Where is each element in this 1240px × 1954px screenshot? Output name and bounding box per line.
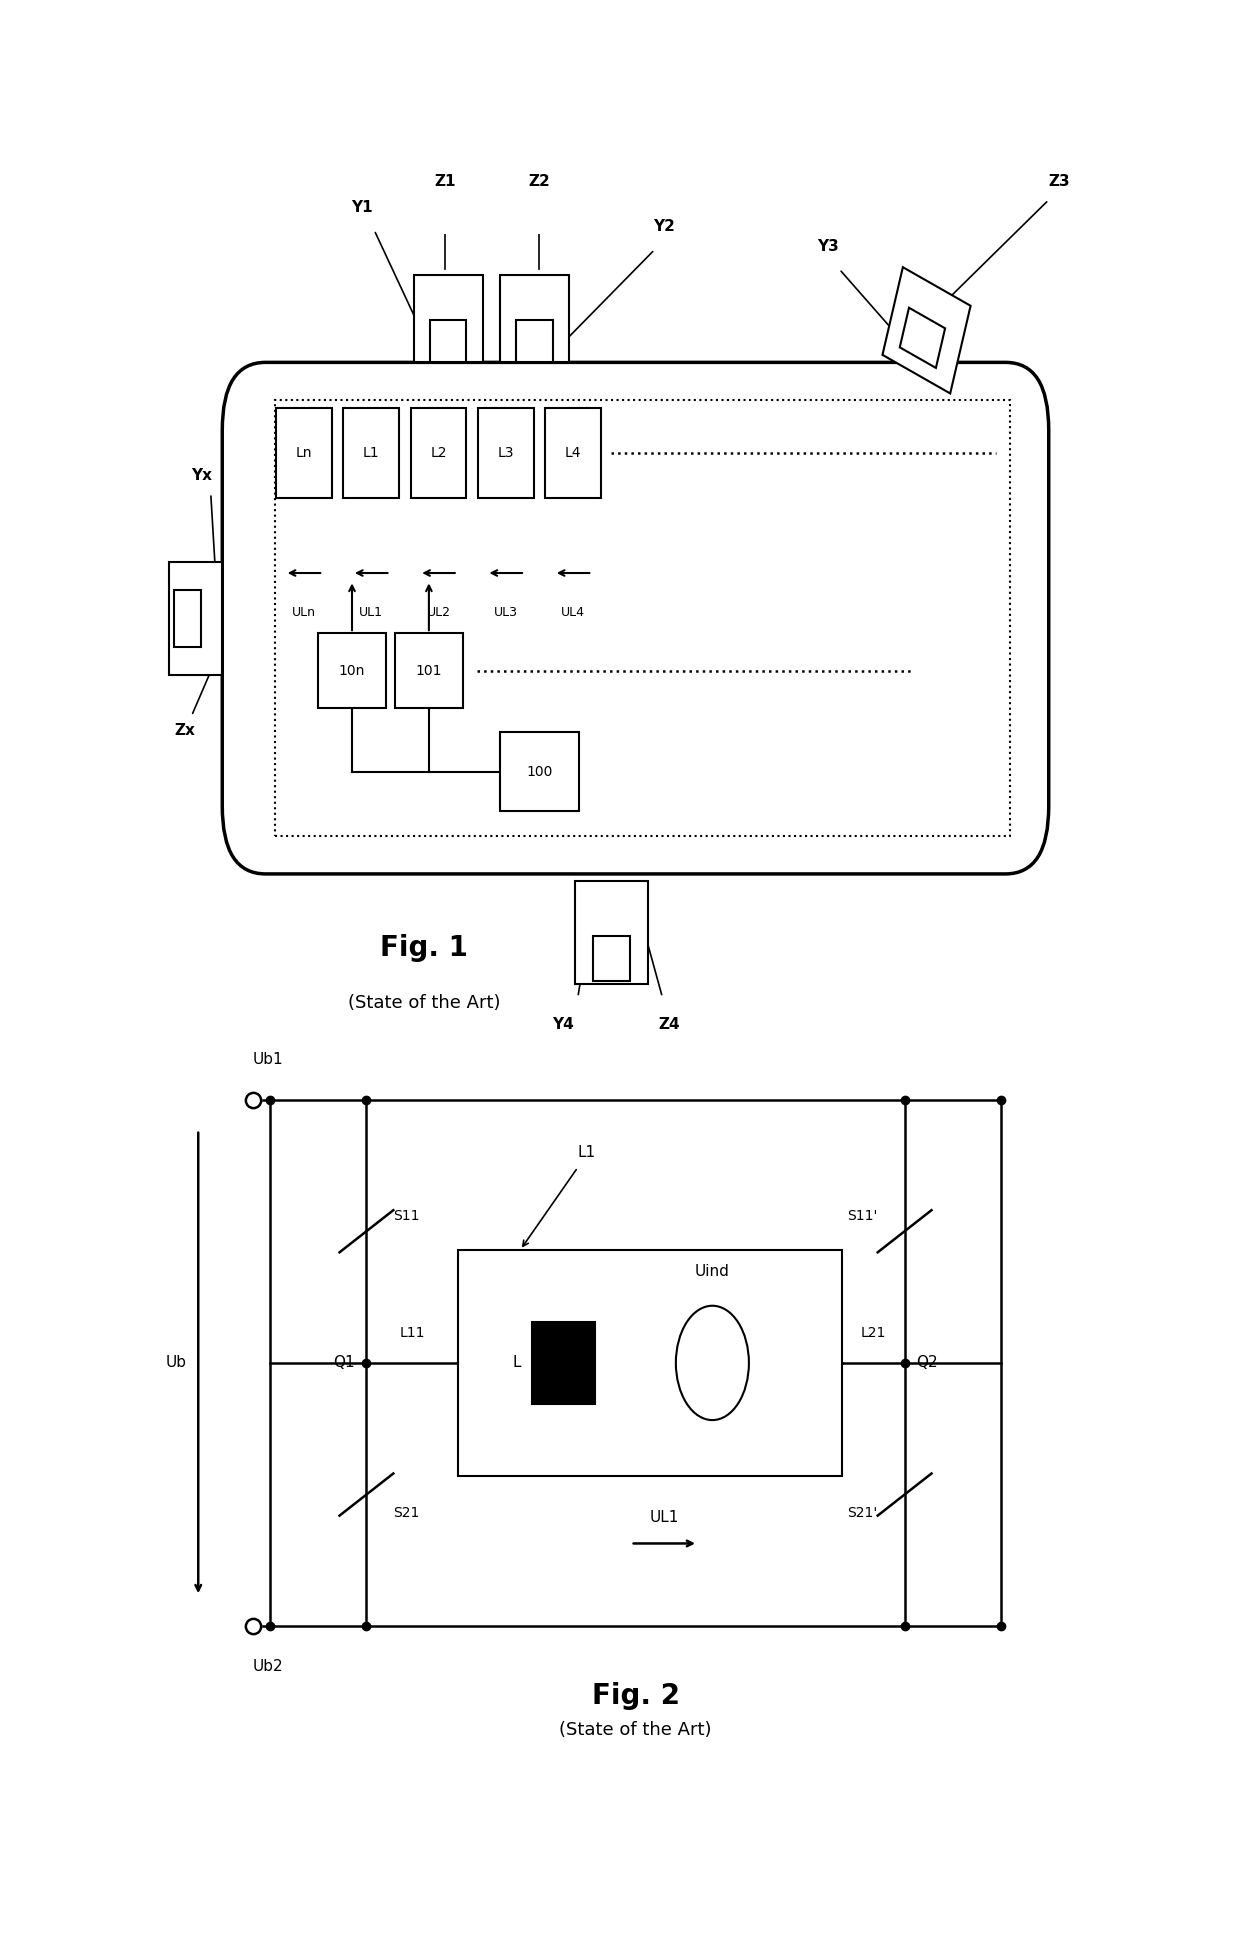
Text: (State of the Art): (State of the Art) <box>348 995 500 1012</box>
Text: UL1: UL1 <box>360 606 383 619</box>
Text: Fig. 1: Fig. 1 <box>381 934 467 961</box>
Text: 10n: 10n <box>339 664 366 678</box>
Text: Y1: Y1 <box>351 199 372 215</box>
Text: Z2: Z2 <box>528 174 551 190</box>
Bar <box>500 276 569 361</box>
Text: Q1: Q1 <box>334 1356 355 1370</box>
Text: 100: 100 <box>526 764 553 778</box>
Text: L1: L1 <box>578 1145 596 1161</box>
Text: Z4: Z4 <box>658 1016 680 1032</box>
Bar <box>575 881 647 983</box>
Text: L: L <box>512 1356 521 1370</box>
Text: L3: L3 <box>497 446 515 459</box>
Bar <box>516 320 553 361</box>
Text: Y4: Y4 <box>553 1016 574 1032</box>
Bar <box>500 733 579 811</box>
Circle shape <box>676 1305 749 1421</box>
Text: L2: L2 <box>430 446 446 459</box>
Text: Fig. 2: Fig. 2 <box>591 1682 680 1710</box>
Bar <box>396 633 463 709</box>
Bar <box>174 590 201 647</box>
Text: ULn: ULn <box>291 606 316 619</box>
Text: L21: L21 <box>861 1327 887 1340</box>
Bar <box>410 408 466 498</box>
Text: Uind: Uind <box>694 1264 730 1278</box>
Text: Z1: Z1 <box>434 174 456 190</box>
Text: Q2: Q2 <box>916 1356 937 1370</box>
Bar <box>170 561 222 674</box>
Bar <box>546 408 601 498</box>
Text: Yx: Yx <box>191 467 212 483</box>
Polygon shape <box>900 307 945 367</box>
Bar <box>458 1251 842 1475</box>
FancyBboxPatch shape <box>222 361 1049 873</box>
Text: 101: 101 <box>415 664 443 678</box>
Text: UL2: UL2 <box>427 606 450 619</box>
Text: Ub: Ub <box>166 1356 187 1370</box>
Text: Zx: Zx <box>174 723 195 739</box>
Bar <box>277 408 332 498</box>
Text: S11': S11' <box>847 1210 878 1223</box>
Text: (State of the Art): (State of the Art) <box>559 1721 712 1739</box>
Text: UL1: UL1 <box>650 1510 680 1526</box>
Text: Ub1: Ub1 <box>253 1051 284 1067</box>
Bar <box>343 408 399 498</box>
Bar <box>593 936 630 981</box>
Text: S21: S21 <box>393 1507 419 1520</box>
Bar <box>413 276 482 361</box>
Text: Ub2: Ub2 <box>253 1659 284 1675</box>
Text: L1: L1 <box>363 446 379 459</box>
Text: S11: S11 <box>393 1210 420 1223</box>
Bar <box>319 633 386 709</box>
Bar <box>532 1321 595 1405</box>
Text: Y2: Y2 <box>653 219 676 234</box>
Text: L4: L4 <box>564 446 582 459</box>
Text: Z3: Z3 <box>1049 174 1070 190</box>
Polygon shape <box>883 268 971 393</box>
Bar <box>430 320 466 361</box>
Text: Ln: Ln <box>295 446 312 459</box>
Text: Y3: Y3 <box>817 238 838 254</box>
Text: S21': S21' <box>847 1507 878 1520</box>
Text: UL3: UL3 <box>494 606 518 619</box>
Bar <box>477 408 533 498</box>
Text: L11: L11 <box>399 1327 425 1340</box>
Text: UL4: UL4 <box>560 606 585 619</box>
